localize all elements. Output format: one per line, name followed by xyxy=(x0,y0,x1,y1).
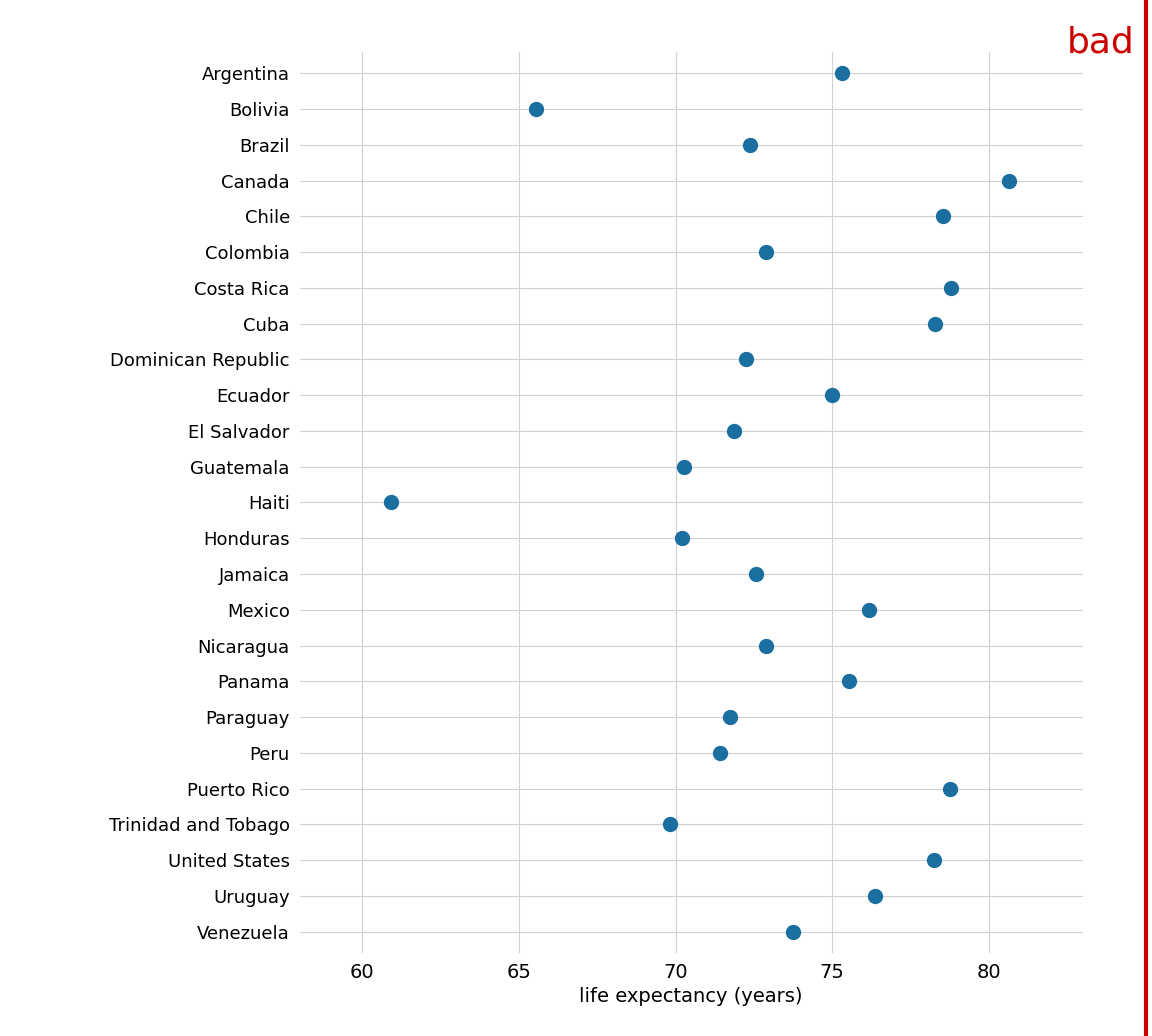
Point xyxy=(1000,172,1018,189)
Point xyxy=(741,137,759,153)
Point xyxy=(925,852,943,868)
Point xyxy=(833,65,851,82)
Point xyxy=(823,386,841,403)
Point xyxy=(861,602,879,618)
Point xyxy=(661,816,680,833)
Point xyxy=(840,673,858,690)
Point xyxy=(940,780,958,797)
Point xyxy=(721,709,740,725)
Text: bad: bad xyxy=(1067,26,1135,60)
Point xyxy=(736,351,755,368)
Point xyxy=(711,745,729,761)
Point xyxy=(381,494,400,511)
Point xyxy=(757,637,775,654)
Point xyxy=(866,888,885,904)
Point xyxy=(941,280,960,296)
Point xyxy=(783,923,802,940)
X-axis label: life expectancy (years): life expectancy (years) xyxy=(579,987,803,1006)
Point xyxy=(726,423,744,439)
Point xyxy=(674,458,692,474)
Point xyxy=(934,208,953,225)
Point xyxy=(925,315,943,332)
Point xyxy=(526,100,545,117)
Point xyxy=(673,530,691,547)
Point xyxy=(757,243,775,260)
Point xyxy=(746,566,765,582)
